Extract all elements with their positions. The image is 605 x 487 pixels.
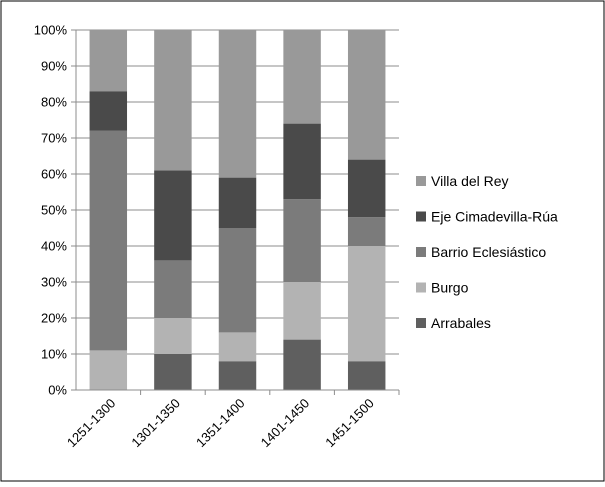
bar-segment	[218, 30, 257, 178]
y-tick-label: 60%	[41, 167, 67, 182]
y-tick-label: 20%	[41, 311, 67, 326]
bar-segment	[218, 361, 257, 390]
legend: Villa del Rey Eje Cimadevilla-Rúa Barrio E…	[416, 173, 558, 331]
bar-segment	[89, 91, 128, 131]
y-tick-label: 0%	[48, 383, 67, 398]
y-tick-label: 80%	[41, 95, 67, 110]
legend-swatch	[416, 318, 426, 328]
y-axis-ticks: 0% 10% 20% 30% 40% 50% 60% 70% 80% 90% 100%	[34, 23, 76, 398]
bar-segment	[154, 354, 192, 390]
bar-segment	[218, 228, 257, 333]
bars	[89, 30, 386, 390]
bar-segment	[283, 123, 321, 200]
bar-segment	[218, 177, 257, 228]
legend-label: Villa del Rey	[431, 173, 509, 189]
bar-segment	[154, 30, 192, 171]
bar-segment	[283, 339, 321, 390]
y-tick-label: 30%	[41, 275, 67, 290]
y-tick-label: 40%	[41, 239, 67, 254]
bar-segment	[347, 30, 386, 160]
bar-segment	[347, 217, 386, 246]
y-tick-label: 50%	[41, 203, 67, 218]
legend-label: Burgo	[431, 280, 469, 296]
y-tick-label: 70%	[41, 131, 67, 146]
y-tick-label: 10%	[41, 347, 67, 362]
y-tick-label: 100%	[34, 23, 68, 38]
bar-segment	[347, 159, 386, 218]
bar-segment	[283, 282, 321, 340]
legend-swatch	[416, 247, 426, 257]
legend-swatch	[416, 211, 426, 222]
bar-segment	[154, 170, 192, 261]
bar-segment	[89, 30, 128, 92]
bar-segment	[154, 260, 192, 318]
legend-label: Arrabales	[431, 315, 491, 331]
bar-segment	[347, 246, 386, 362]
legend-label: Barrio Eclesiástico	[431, 244, 546, 260]
bar-segment	[283, 30, 321, 124]
y-tick-label: 90%	[41, 59, 67, 74]
bar-segment	[218, 332, 257, 362]
bar-segment	[283, 199, 321, 282]
bar-segment	[89, 130, 128, 351]
legend-label: Eje Cimadevilla-Rúa	[431, 209, 558, 225]
bar-segment	[347, 361, 386, 390]
bar-segment	[89, 350, 128, 390]
bar-segment	[154, 318, 192, 354]
legend-swatch	[416, 176, 426, 186]
legend-swatch	[416, 282, 426, 293]
